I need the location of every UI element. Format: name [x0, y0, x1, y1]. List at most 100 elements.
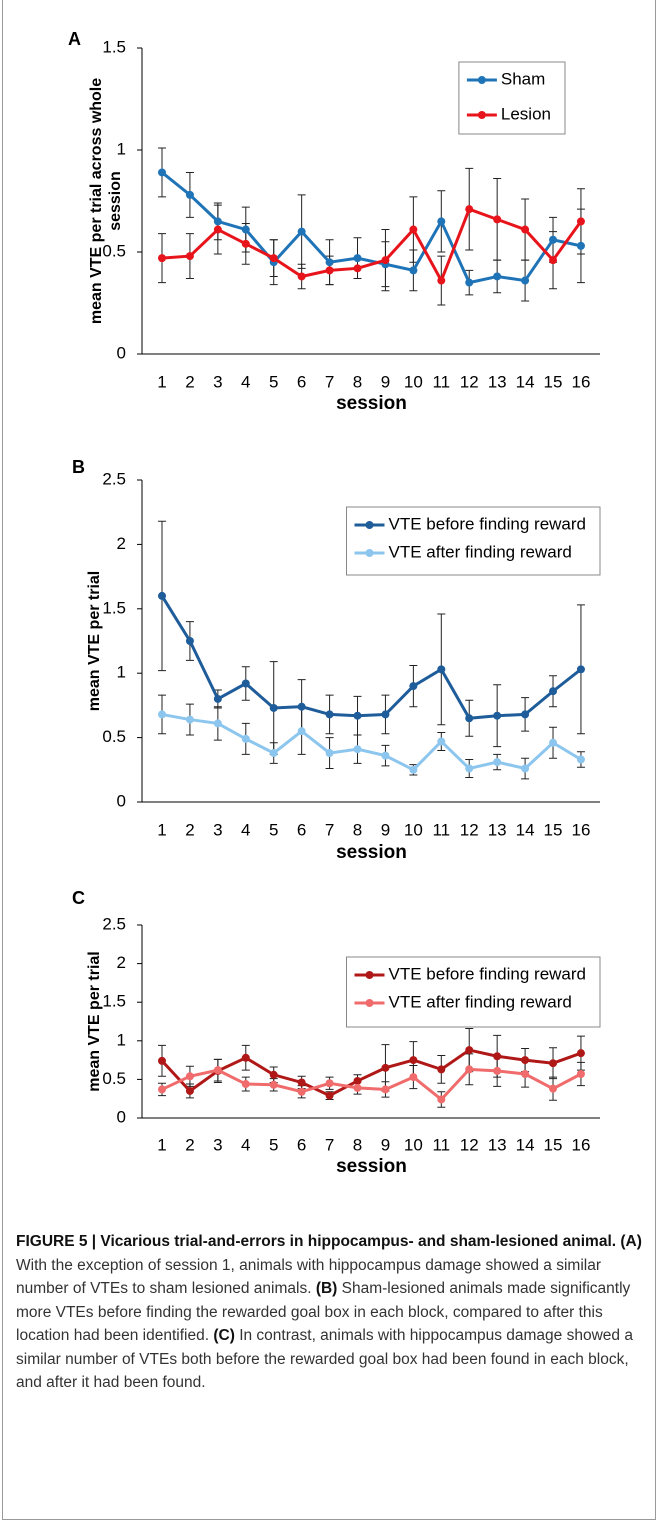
x-tick-label: 16	[571, 1135, 590, 1154]
data-point	[493, 758, 502, 767]
data-point	[409, 1073, 418, 1082]
legend-label: VTE before finding reward	[389, 514, 587, 533]
data-point	[185, 715, 194, 724]
caption-title: FIGURE 5 | Vicarious trial-and-errors in…	[16, 1233, 617, 1250]
series-line	[161, 207, 583, 285]
legend-marker	[365, 971, 374, 979]
data-point	[576, 1069, 585, 1078]
x-tick-label: 14	[516, 372, 535, 391]
data-point	[521, 276, 530, 285]
x-tick-label: 2	[185, 1135, 194, 1154]
y-tick-label: 0.5	[102, 241, 126, 260]
data-point	[437, 1065, 446, 1074]
x-tick-label: 4	[241, 820, 250, 839]
data-point	[381, 256, 390, 265]
caption-label: (C)	[213, 1327, 235, 1344]
data-point	[158, 1056, 166, 1065]
y-tick-label: 1.5	[102, 37, 126, 56]
x-tick-label: 7	[325, 820, 334, 839]
data-point	[521, 710, 530, 719]
legend-label: Lesion	[501, 104, 551, 123]
x-tick-label: 15	[544, 820, 563, 839]
data-point	[409, 266, 418, 275]
data-point	[158, 168, 166, 177]
data-point	[353, 1083, 362, 1092]
y-tick-label: 1	[117, 1030, 126, 1049]
x-tick-label: 12	[460, 820, 479, 839]
x-tick-label: 11	[432, 1135, 450, 1154]
data-point	[241, 1053, 250, 1062]
panel-label: C	[72, 888, 85, 908]
x-tick-label: 7	[325, 372, 334, 391]
data-point	[381, 1085, 390, 1094]
x-tick-label: 16	[571, 820, 590, 839]
x-tick-label: 6	[297, 1135, 306, 1154]
data-point	[493, 215, 502, 224]
data-point	[269, 1070, 278, 1079]
data-point	[297, 227, 306, 236]
caption-text: With the exception of session 1, animals…	[16, 1256, 601, 1298]
legend-label: VTE after finding reward	[389, 992, 572, 1011]
data-point	[158, 1085, 166, 1094]
y-tick-label: 2	[117, 953, 126, 972]
x-tick-label: 6	[297, 372, 306, 391]
x-tick-label: 13	[488, 820, 507, 839]
x-tick-label: 8	[353, 372, 362, 391]
data-point	[465, 1046, 474, 1055]
data-point	[493, 272, 502, 281]
data-point	[576, 665, 585, 674]
x-tick-label: 13	[488, 372, 507, 391]
x-tick-label: 5	[269, 1135, 278, 1154]
data-point	[269, 749, 278, 758]
x-tick-label: 8	[353, 1135, 362, 1154]
data-point	[409, 1056, 418, 1065]
x-tick-label: 11	[432, 372, 450, 391]
data-point	[381, 710, 390, 719]
data-point	[213, 719, 222, 728]
data-point	[381, 751, 390, 760]
data-point	[158, 591, 166, 600]
data-point	[576, 241, 585, 250]
caption-text: Sham-lesioned animals made significantly…	[16, 1280, 631, 1344]
caption: FIGURE 5 | Vicarious trial-and-errors in…	[16, 1230, 644, 1395]
data-point	[185, 637, 194, 645]
y-tick-label: 0	[117, 791, 126, 810]
y-tick-label: 2.5	[102, 914, 126, 933]
data-point	[353, 254, 362, 263]
data-point	[241, 1080, 250, 1089]
x-tick-label: 14	[516, 1135, 535, 1154]
y-tick-label: 0	[117, 1107, 126, 1126]
data-point	[576, 217, 585, 226]
data-point	[241, 239, 250, 248]
x-tick-label: 14	[516, 820, 535, 839]
data-point	[353, 264, 362, 273]
caption-text: In contrast, animals with hippocampus da…	[16, 1327, 633, 1391]
data-point	[325, 258, 334, 267]
legend-box	[346, 506, 601, 576]
data-point	[576, 755, 585, 764]
series-line	[161, 171, 582, 285]
data-point	[213, 217, 222, 226]
x-tick-label: 2	[185, 820, 194, 839]
x-tick-label: 1	[157, 820, 166, 839]
data-point	[437, 665, 446, 674]
legend-marker	[365, 549, 374, 557]
series-line	[161, 1067, 582, 1102]
data-point	[213, 1066, 222, 1075]
y-tick-label: 2	[117, 534, 126, 553]
data-point	[185, 190, 194, 199]
y-tick-label: 1.5	[102, 598, 126, 617]
data-point	[297, 727, 306, 736]
panel-label: B	[72, 457, 85, 477]
legend-label: VTE before finding reward	[389, 964, 587, 983]
data-point	[185, 252, 194, 261]
data-point	[409, 765, 418, 774]
x-tick-label: 3	[213, 1135, 222, 1154]
data-point	[241, 679, 250, 688]
legend-marker	[365, 999, 374, 1007]
data-point	[325, 1079, 334, 1088]
y-tick-label: 1	[117, 663, 126, 682]
legend-box	[458, 61, 566, 135]
x-tick-label: 10	[404, 1135, 423, 1154]
